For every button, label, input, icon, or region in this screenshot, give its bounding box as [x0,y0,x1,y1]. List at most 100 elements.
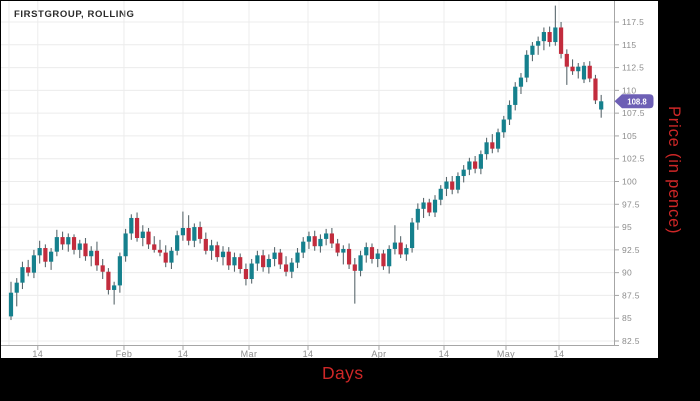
candle-body-down[interactable] [369,247,375,259]
candle-body-down[interactable] [197,227,203,239]
candle-body-down[interactable] [243,268,249,280]
candle-body-down[interactable] [473,161,478,169]
candle-body-up[interactable] [484,142,489,155]
candle-body-down[interactable] [490,142,495,149]
candle-body-down[interactable] [587,65,592,79]
candle-body-up[interactable] [192,227,197,241]
candle-body-down[interactable] [152,244,157,250]
candle-body-down[interactable] [398,242,403,255]
candle-body-down[interactable] [593,78,598,101]
candle-body-down[interactable] [335,243,340,253]
candle-body-down[interactable] [106,271,111,290]
candle-body-up[interactable] [306,236,312,242]
candle-body-down[interactable] [352,264,357,271]
candle-body-down[interactable] [94,250,100,266]
candle-body-up[interactable] [432,199,438,213]
candle-body-down[interactable] [329,233,334,244]
candle-body-up[interactable] [180,227,185,236]
candle-body-down[interactable] [427,202,432,213]
candle-body-down[interactable] [83,243,88,257]
candle-body-up[interactable] [209,245,214,251]
candle-body-down[interactable] [261,255,266,268]
candle-body-up[interactable] [324,233,329,239]
candle-body-up[interactable] [77,243,82,250]
candle-body-up[interactable] [129,217,134,234]
candle-body-down[interactable] [43,248,48,262]
candle-body-down[interactable] [226,251,231,266]
candle-body-up[interactable] [541,32,546,42]
candle-body-down[interactable] [564,53,569,67]
candle-body-up[interactable] [295,252,300,263]
candle-body-up[interactable] [404,248,409,255]
candle-body-up[interactable] [54,237,59,252]
candle-body-down[interactable] [203,238,208,251]
candle-body-up[interactable] [140,231,145,239]
candle-body-up[interactable] [20,267,25,283]
candle-body-up[interactable] [455,176,461,190]
candle-body-up[interactable] [123,233,128,257]
candle-body-down[interactable] [215,245,220,258]
candle-body-up[interactable] [553,27,558,43]
candle-body-up[interactable] [438,188,443,200]
candle-body-up[interactable] [318,238,323,247]
candle-body-down[interactable] [71,237,77,250]
candle-body-down[interactable] [186,227,191,241]
candle-body-down[interactable] [146,231,151,245]
candle-body-up[interactable] [112,285,117,290]
candle-body-up[interactable] [410,222,415,249]
candle-body-up[interactable] [220,251,226,258]
candle-body-up[interactable] [66,237,71,245]
candle-body-up[interactable] [501,119,506,133]
candle-body-up[interactable] [392,242,398,249]
candle-body-up[interactable] [255,255,260,264]
candle-body-up[interactable] [536,41,541,46]
candle-body-up[interactable] [387,248,392,267]
candle-body-up[interactable] [272,252,277,259]
candle-body-down[interactable] [346,248,352,265]
candle-body-up[interactable] [301,241,306,253]
candle-body-up[interactable] [8,292,14,317]
candle-body-down[interactable] [100,265,105,272]
candle-body-up[interactable] [576,66,581,72]
candle-body-up[interactable] [524,54,529,78]
candle-body-down[interactable] [570,66,575,72]
candle-body-down[interactable] [134,217,140,239]
candle-body-up[interactable] [461,169,466,177]
candle-body-down[interactable] [283,264,289,272]
candle-body-up[interactable] [415,208,420,223]
candle-body-up[interactable] [14,282,19,293]
candle-body-up[interactable] [599,101,604,110]
candle-body-down[interactable] [157,249,163,253]
candle-body-down[interactable] [60,237,65,245]
candle-body-up[interactable] [518,77,524,87]
candle-body-up[interactable] [513,86,518,105]
candle-body-up[interactable] [444,181,449,189]
candle-body-up[interactable] [421,202,426,209]
candle-body-up[interactable] [117,256,122,286]
candle-body-up[interactable] [507,104,512,120]
candle-body-up[interactable] [530,45,535,55]
candle-body-up[interactable] [581,65,587,80]
candle-body-up[interactable] [249,263,254,280]
candle-body-up[interactable] [364,247,369,256]
candle-body-down[interactable] [547,32,552,43]
candle-body-up[interactable] [89,250,94,257]
candle-body-up[interactable] [289,262,294,272]
candle-body-up[interactable] [375,253,380,259]
candle-body-down[interactable] [450,181,455,190]
candle-body-up[interactable] [478,154,483,169]
candle-body-up[interactable] [495,132,501,149]
candle-body-down[interactable] [558,27,564,54]
candle-body-up[interactable] [341,248,346,253]
candle-body-down[interactable] [278,252,283,265]
candle-body-up[interactable] [49,251,54,262]
candle-body-down[interactable] [26,267,31,273]
candle-body-up[interactable] [232,257,237,266]
candle-body-up[interactable] [31,255,37,273]
candlestick-chart[interactable]: 117.5 115 112.5 110 107.5 105 102.5 100 97.5 95 92… [1,1,658,358]
candle-body-down[interactable] [312,236,317,247]
candle-body-up[interactable] [266,258,271,268]
candle-body-up[interactable] [37,248,42,256]
candle-body-up[interactable] [467,161,472,170]
candle-body-up[interactable] [169,250,174,263]
